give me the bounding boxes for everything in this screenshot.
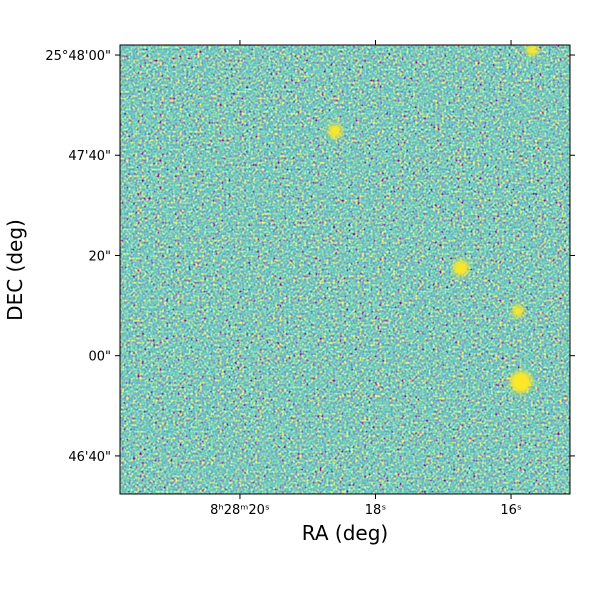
sky-image bbox=[120, 45, 570, 494]
y-tick-label: 46'40" bbox=[68, 450, 111, 465]
y-tick-label: 47'40" bbox=[68, 149, 111, 164]
x-tick-label: 18ˢ bbox=[365, 503, 387, 518]
y-axis-label: DEC (deg) bbox=[3, 219, 27, 321]
x-tick-label: 8ʰ28ᵐ20ˢ bbox=[210, 503, 270, 518]
x-axis-label: RA (deg) bbox=[302, 521, 388, 545]
frame bbox=[119, 44, 571, 495]
y-tick-label: 20" bbox=[88, 249, 111, 264]
y-tick-label: 25°48'00" bbox=[45, 49, 111, 64]
y-tick-label: 00" bbox=[88, 350, 111, 365]
x-tick-label: 16ˢ bbox=[500, 503, 522, 518]
